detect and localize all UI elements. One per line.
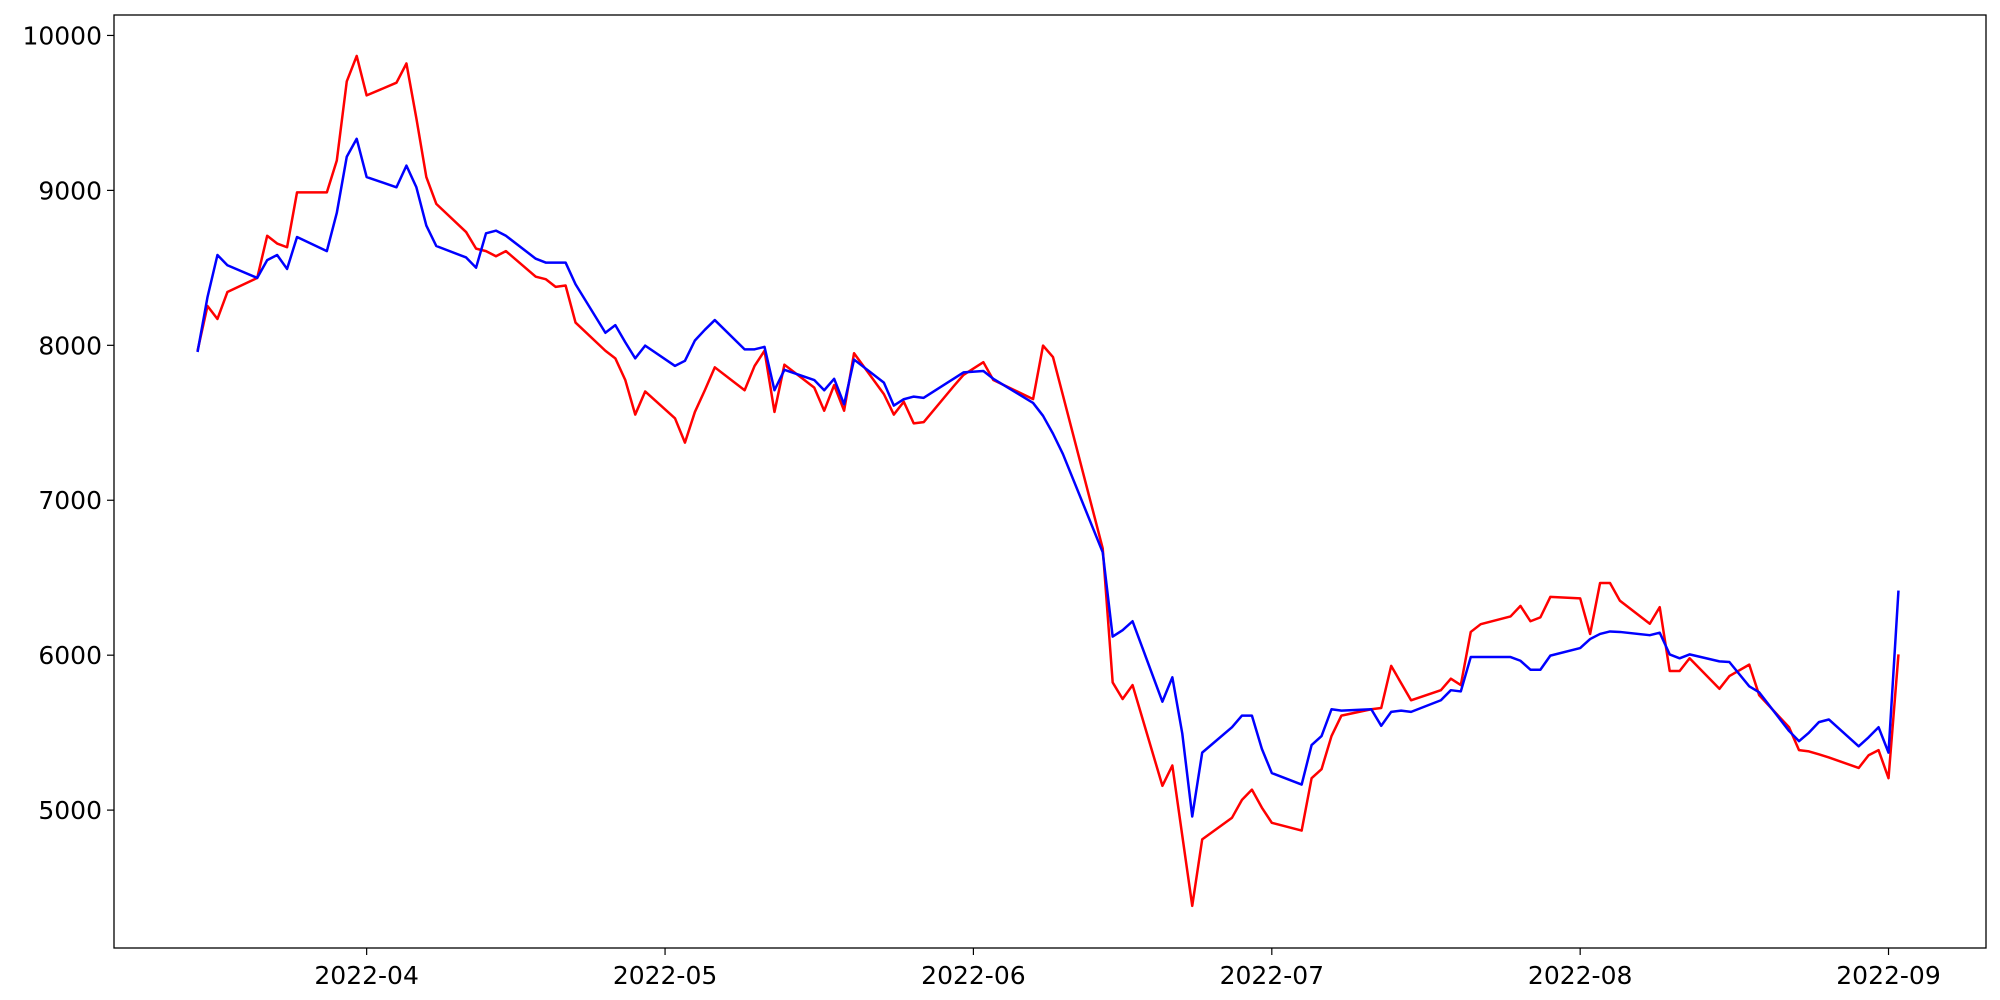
y-tick-label: 9000 [38,176,102,205]
data-line [196,54,1900,908]
y-tick-label: 8000 [38,331,102,360]
x-tick-label: 2022-09 [1836,961,1940,990]
y-tick-label: 6000 [38,641,102,670]
x-tick-label: 2022-08 [1528,961,1632,990]
y-tick-label: 10000 [22,21,102,50]
x-tick-label: 2022-04 [314,961,418,990]
x-tick-label: 2022-07 [1220,961,1324,990]
y-tick-label: 5000 [38,796,102,825]
y-tick-label: 7000 [38,486,102,515]
x-tick-label: 2022-06 [921,961,1025,990]
x-tick-label: 2022-05 [613,961,717,990]
plot-frame [113,14,1987,949]
data-line [196,137,1900,818]
